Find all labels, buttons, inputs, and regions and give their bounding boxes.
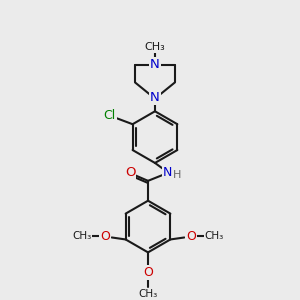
Text: Cl: Cl [103,109,116,122]
Text: O: O [186,230,196,243]
Text: O: O [125,167,135,179]
Text: O: O [100,230,110,243]
Text: CH₃: CH₃ [205,232,224,242]
Text: N: N [150,58,160,71]
Text: N: N [150,91,160,104]
Text: CH₃: CH₃ [138,289,158,299]
Text: O: O [143,266,153,279]
Text: H: H [172,170,181,180]
Text: CH₃: CH₃ [72,232,92,242]
Text: CH₃: CH₃ [145,42,165,52]
Text: N: N [163,167,172,179]
